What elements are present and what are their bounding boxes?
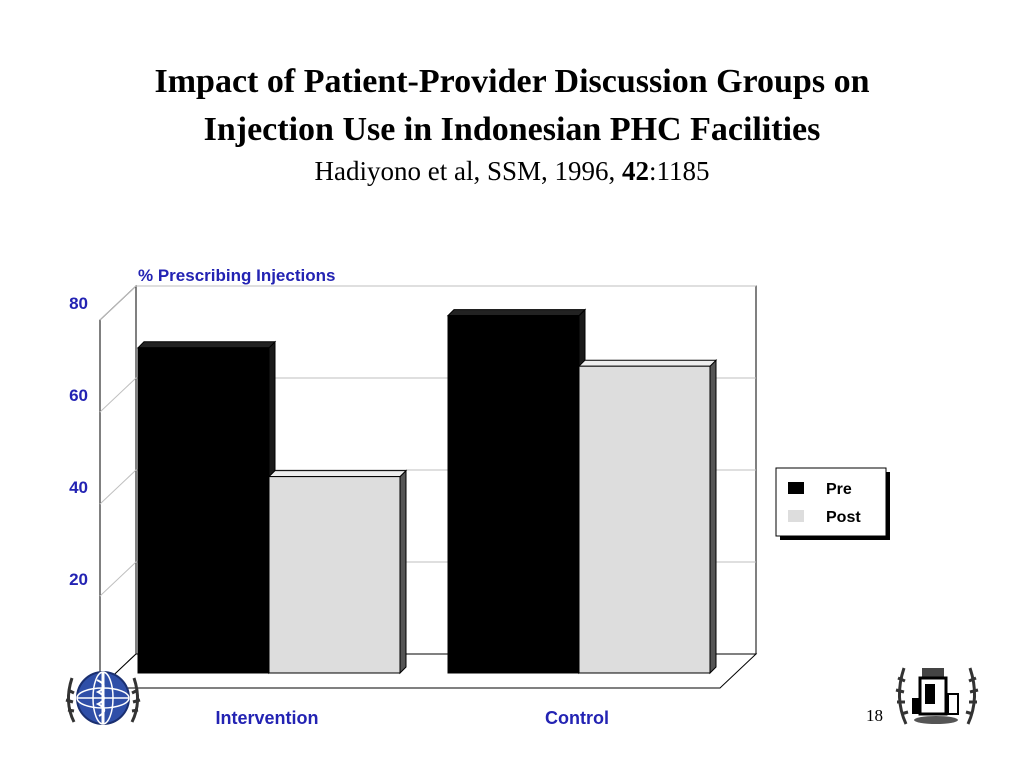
who-emblem-icon [65,671,141,725]
essential-drugs-emblem-icon [895,667,979,725]
x-category-label: Control [545,708,609,728]
bar-top [267,470,408,478]
bar-top [446,309,587,317]
gridline-side [99,469,137,505]
legend [775,467,887,537]
bar-control-post [578,365,711,674]
citation-prefix: Hadiyono et al, SSM, 1996, [314,156,622,186]
legend-label-post: Post [826,509,861,526]
bar-top [577,359,718,367]
bar-control-pre [447,315,580,674]
gridline-side [99,561,137,597]
bar-intervention-pre [137,347,270,674]
bar-intervention-post [268,476,401,674]
slide-title-line-1: Impact of Patient-Provider Discussion Gr… [154,63,870,100]
slide-title-line-2: Injection Use in Indonesian PHC Faciliti… [203,111,821,148]
y-tick-label: 40 [69,478,88,497]
bar-side [399,469,407,675]
citation: Hadiyono et al, SSM, 1996, 42:1185 [0,156,1024,187]
y-tick-label: 60 [69,386,88,405]
gridline-side [99,377,137,413]
citation-suffix: :1185 [649,156,710,186]
gridline-side [99,285,137,321]
legend-swatch-pre [788,482,804,494]
y-tick-label: 20 [69,570,88,589]
bar-side [709,358,717,675]
bar-top [136,341,277,349]
y-tick-label: 80 [69,294,88,313]
legend-label-pre: Pre [826,481,852,498]
legend-swatch-post [788,510,804,522]
x-category-label: Intervention [215,708,318,728]
slide-number: 18 [866,706,883,725]
chart-title: % Prescribing Injections [138,266,336,285]
citation-volume: 42 [622,156,649,186]
